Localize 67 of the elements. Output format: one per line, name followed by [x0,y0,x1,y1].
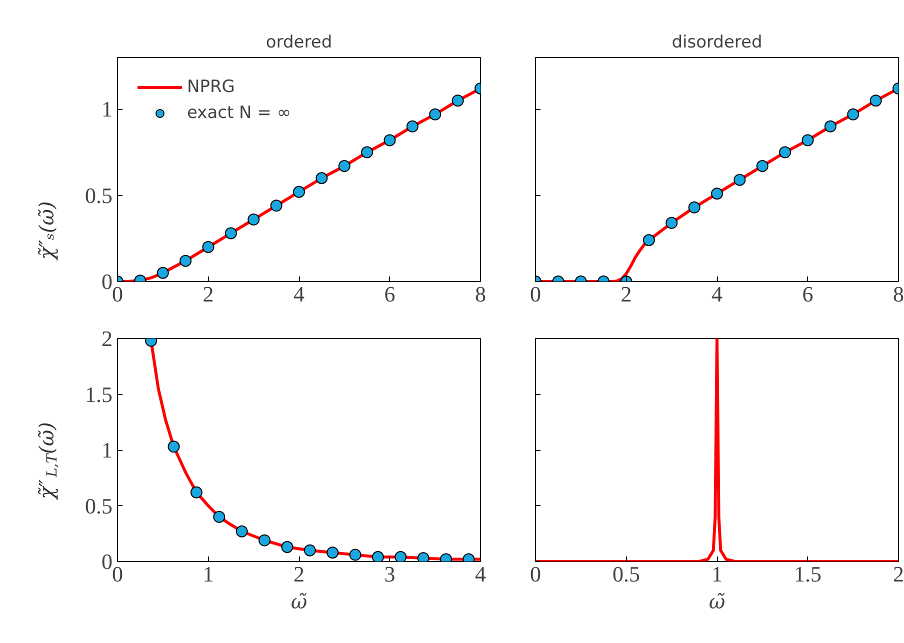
y-tick-label: 0.5 [85,493,112,518]
y-tick-label: 1.5 [85,382,112,407]
x-tick-label: 6 [384,282,396,306]
x-tick-label: 0 [530,282,541,306]
x-tick-label: 4 [475,562,486,586]
point [326,546,339,559]
point [372,551,384,562]
point [870,94,882,107]
point [224,227,237,240]
x-tick-label: 2 [202,282,214,306]
point [304,544,316,556]
point [168,440,180,453]
x-tick-label: 2 [294,562,304,586]
x-tick-label: 1.5 [794,562,822,586]
x-tick-label: 0.5 [612,562,640,586]
point [429,108,442,120]
point [190,486,202,498]
y-axis-title: χ̃″L,T(ω̃) [34,422,60,502]
point [156,266,169,279]
x-tick-label: 2 [893,562,904,586]
x-axis-title: ω̃ [708,590,726,614]
x-tick-label: 4 [294,282,304,306]
x-tick-label: 1 [202,562,214,586]
point [666,216,678,229]
x-tick-label: 1 [712,562,722,586]
point [349,548,362,561]
point [281,541,294,553]
x-tick-label: 2 [620,282,632,306]
point [406,120,418,132]
point [180,254,192,267]
point [756,160,768,172]
point [452,94,464,107]
point [384,134,396,146]
point [711,188,723,200]
x-tick-label: 6 [802,282,814,306]
point [802,134,814,146]
point [202,241,214,254]
point [824,120,836,132]
point [361,146,374,158]
point [236,525,248,538]
chart-title: ordered [266,32,332,52]
point [213,510,226,523]
y-tick-label: 1 [102,438,112,462]
point [688,201,700,214]
point [734,174,746,186]
legend-label: exact N = ∞ [187,103,291,123]
y-tick-label: 2 [102,326,112,351]
y-tick-label: 1 [102,96,112,122]
y-tick-label: 0.5 [85,182,112,208]
point [316,172,328,184]
point [248,213,260,226]
legend-label: NPRG [187,77,235,97]
x-tick-label: 8 [893,282,904,306]
y-axis-title: χ̃″ₛ(ω̃) [34,201,58,262]
point [779,146,792,158]
point [394,551,407,562]
x-axis-title: ω̃ [290,590,308,614]
chart-title: disordered [672,32,762,52]
point [293,186,305,198]
x-tick-label: 0 [530,562,541,586]
point [847,108,860,120]
x-tick-label: 4 [712,282,722,306]
x-tick-label: 8 [475,282,486,306]
x-tick-label: 3 [384,562,396,586]
point [258,534,271,546]
point [338,160,350,172]
point [270,200,282,212]
